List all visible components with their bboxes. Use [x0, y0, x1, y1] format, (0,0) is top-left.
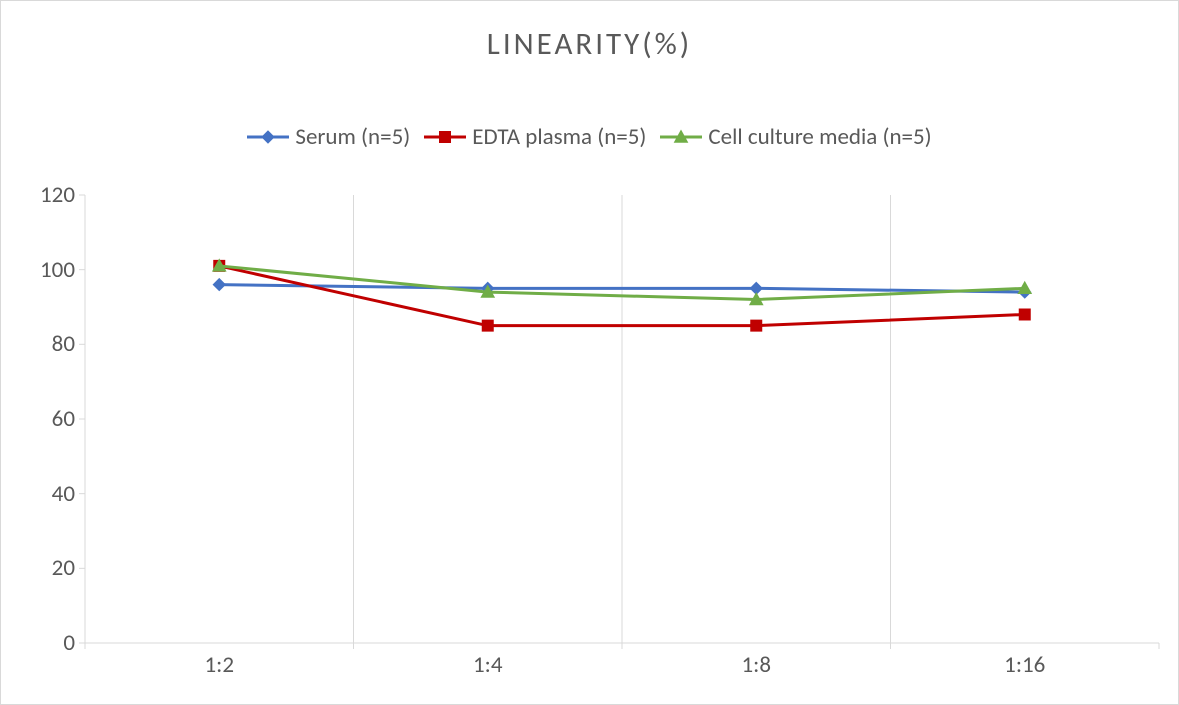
y-tick-label: 60 [52, 405, 85, 433]
chart-legend: Serum (n=5) EDTA plasma (n=5) Cell culture… [1, 123, 1178, 151]
y-tick-label: 120 [40, 181, 85, 209]
legend-label: Serum (n=5) [295, 123, 410, 151]
x-tick-label: 1:16 [1004, 643, 1045, 679]
y-tick-label: 40 [52, 480, 85, 508]
x-tick-label: 1:4 [473, 643, 502, 679]
x-tick-label: 1:8 [742, 643, 771, 679]
y-tick-label: 80 [52, 330, 85, 358]
legend-item: Serum (n=5) [247, 123, 410, 151]
legend-label: EDTA plasma (n=5) [472, 123, 646, 151]
plot-area: 0204060801001201:21:41:81:16 [85, 195, 1159, 643]
legend-item: Cell culture media (n=5) [660, 123, 931, 151]
chart-title: LINEARITY(%) [1, 25, 1178, 63]
y-tick-label: 100 [40, 256, 85, 284]
legend-item: EDTA plasma (n=5) [424, 123, 646, 151]
y-tick-label: 20 [52, 554, 85, 582]
y-tick-label: 0 [63, 629, 85, 657]
legend-label: Cell culture media (n=5) [708, 123, 931, 151]
chart-container: LINEARITY(%) Serum (n=5) EDTA plasma (n=5… [0, 0, 1179, 705]
x-tick-label: 1:2 [205, 643, 234, 679]
